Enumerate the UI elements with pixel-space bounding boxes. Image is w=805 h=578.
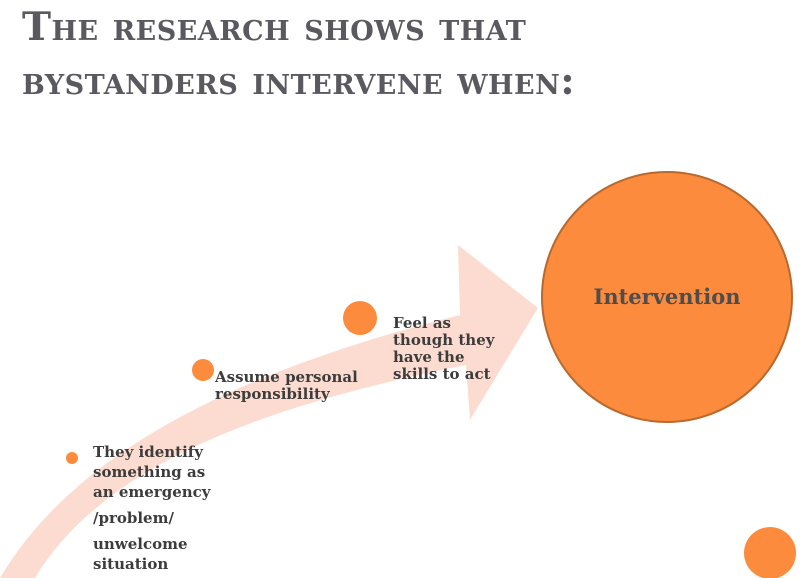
step-skills-line-1: Feel as <box>393 314 452 332</box>
slide-title-line-2: bystanders intervene when: <box>22 58 576 104</box>
step-identify-line-5: unwelcome <box>93 535 188 553</box>
intervention-label: Intervention <box>593 284 741 309</box>
step-skills-line-3: have the <box>393 348 465 366</box>
step-identify-line-2: something as <box>93 463 206 481</box>
step-skills-line-4: skills to act <box>393 365 491 383</box>
step-identify-label: They identify something as an emergency … <box>93 442 211 574</box>
step-1-marker <box>66 452 78 464</box>
progress-arrow <box>0 245 538 578</box>
step-identify-line-6: situation <box>93 555 169 573</box>
step-responsibility-line-2: responsibility <box>215 385 330 403</box>
step-responsibility-line-1: Assume personal <box>215 368 358 386</box>
step-skills-line-2: though they <box>393 331 495 349</box>
intervention-circle <box>541 171 793 423</box>
corner-decoration <box>744 527 796 578</box>
slide-title: The research shows that bystanders inter… <box>22 0 782 108</box>
step-identify-line-3: an emergency <box>93 483 211 501</box>
step-identify-line-1: They identify <box>93 443 203 461</box>
step-skills-label: Feel as though they have the skills to a… <box>393 315 494 383</box>
step-3-marker <box>343 301 377 335</box>
step-2-marker <box>192 359 214 381</box>
step-identify-line-4: /problem/ <box>93 509 174 527</box>
step-responsibility-label: Assume personal responsibility <box>215 369 358 403</box>
slide-title-line-1: The research shows that <box>22 4 527 50</box>
